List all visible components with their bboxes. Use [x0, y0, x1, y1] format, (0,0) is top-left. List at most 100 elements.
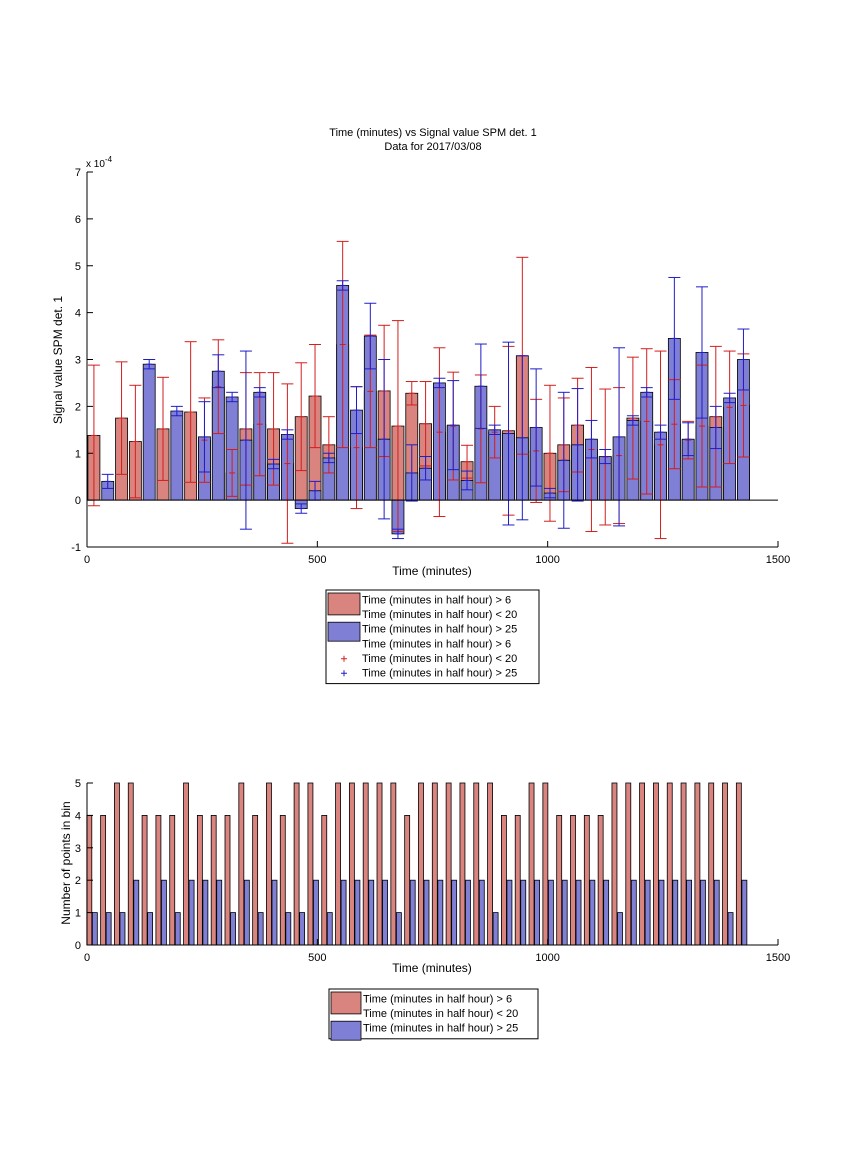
count-chart-bar-s2-10 — [230, 912, 236, 946]
count-chart-legend-label-1: Time (minutes in half hour) < 20 — [363, 1008, 518, 1020]
count-chart-bar-s2-8 — [202, 879, 209, 946]
count-chart-x-tick-label-0: 0 — [84, 952, 90, 964]
signal-chart-errorbar-s2-20 — [433, 377, 446, 389]
signal-chart-errorbar-s2-5 — [226, 391, 239, 403]
count-chart-bar-s2-27 — [465, 879, 471, 946]
count-chart-bar-s1-9 — [210, 815, 217, 946]
signal-chart-y-tick-label-6: 5 — [75, 261, 81, 273]
count-chart-bar-s2-28 — [478, 879, 485, 946]
signal-chart-subtitle: Data for 2017/03/08 — [384, 141, 481, 153]
count-chart-x-tick-label-3: 1500 — [766, 952, 790, 964]
count-chart-bar-s1-17 — [321, 815, 328, 946]
count-chart-bar-s2-12 — [257, 912, 264, 946]
count-chart-bar-s2-3 — [133, 879, 140, 946]
signal-chart-errorbar-s1-22 — [433, 347, 446, 518]
count-chart-bar-s1-27 — [459, 782, 466, 946]
count-chart-bar-s1-26 — [445, 782, 452, 946]
signal-chart-legend-swatch-2 — [327, 621, 361, 642]
count-chart-bar-s1-32 — [528, 782, 535, 946]
count-chart-bar-s2-6 — [174, 912, 181, 946]
count-chart-bar-s1-45 — [708, 782, 715, 946]
signal-chart-legend-label-3: Time (minutes in half hour) > 6 — [362, 638, 511, 650]
count-chart-legend-swatch-0 — [330, 991, 362, 1015]
count-chart-legend: Time (minutes in half hour) > 6 Time (min… — [328, 988, 539, 1041]
count-chart-bar-s1-30 — [501, 815, 507, 946]
count-chart-y-tick-label-2: 2 — [75, 875, 81, 887]
count-chart-bar-s1-46 — [722, 782, 728, 946]
count-chart-bar-s1-7 — [183, 782, 189, 946]
signal-chart-errorbar-s1-1 — [115, 361, 128, 475]
count-chart-bar-s2-22 — [395, 912, 402, 946]
count-chart-bar-s1-15 — [293, 782, 300, 946]
count-chart-bar-s1-41 — [653, 782, 659, 946]
count-chart-bar-s1-31 — [514, 815, 521, 946]
signal-chart-errorbar-s1-4 — [184, 341, 197, 483]
count-chart-bar-s1-6 — [169, 815, 176, 946]
count-chart-bar-s2-20 — [368, 879, 375, 946]
signal-chart-errorbar-s1-43 — [723, 350, 736, 465]
count-chart-bar-s1-2 — [114, 782, 120, 946]
signal-chart-errorbar-s1-38 — [654, 350, 667, 540]
signal-chart-y-tick-label-5: 4 — [75, 308, 81, 320]
count-chart-bar-s2-9 — [216, 879, 223, 946]
signal-chart-y-tick-label-7: 6 — [75, 214, 81, 226]
count-chart-x-tick-label-1: 500 — [308, 952, 326, 964]
count-chart-bar-s1-33 — [542, 782, 549, 946]
count-chart-bar-s1-5 — [155, 815, 162, 946]
count-chart-bar-s2-39 — [630, 879, 637, 946]
count-chart-bar-s2-31 — [520, 879, 527, 946]
signal-chart-y-tick-label-1: 0 — [75, 495, 81, 507]
count-chart-bar-s2-14 — [285, 912, 292, 946]
count-chart-legend-label-2: Time (minutes in half hour) > 25 — [363, 1023, 518, 1035]
count-chart-bar-s1-10 — [224, 815, 231, 946]
signal-chart-errorbar-s2-32 — [599, 449, 612, 465]
count-chart-bar-s2-0 — [91, 912, 98, 946]
count-chart-bar-s1-29 — [487, 782, 493, 946]
signal-chart-y-axis-label: Signal value SPM det. 1 — [51, 296, 65, 424]
signal-chart-errorbar-s1-0 — [87, 364, 100, 507]
signal-chart-errorbar-s2-10 — [295, 503, 308, 514]
signal-chart-y-tick-label-4: 3 — [75, 355, 81, 367]
signal-chart-x-tick-label-1: 500 — [308, 554, 326, 566]
signal-chart-errorbar-s2-16 — [378, 359, 391, 520]
count-chart-plot-area — [86, 782, 778, 946]
count-chart-bar-s1-3 — [127, 782, 134, 946]
count-chart-bar-s1-36 — [583, 815, 590, 946]
signal-chart-errorbar-s2-37 — [668, 276, 681, 400]
count-chart-bar-s2-18 — [340, 879, 347, 946]
signal-chart-y-tick-label-2: 1 — [75, 448, 81, 460]
count-chart-ticks: 0 500 1000 1500 0 1 2 3 4 5 — [75, 778, 790, 964]
signal-chart-errorbar-s2-41 — [723, 392, 736, 404]
count-chart-bar-s2-41 — [658, 879, 665, 946]
signal-chart-errorbar-s2-28 — [543, 487, 556, 499]
signal-chart-errorbar-s2-29 — [557, 391, 570, 529]
count-chart-legend-swatch-2 — [330, 1020, 362, 1041]
signal-chart-errorbar-s2-17 — [391, 528, 404, 540]
signal-chart-errorbar-s1-3 — [157, 376, 170, 481]
signal-chart-legend-marker-5 — [341, 670, 347, 677]
count-chart-bar-s1-8 — [196, 815, 203, 946]
signal-chart-errorbar-s2-21 — [447, 380, 460, 471]
signal-chart-title: Time (minutes) vs Signal value SPM det. … — [329, 127, 536, 139]
count-chart-bar-s2-23 — [409, 879, 416, 946]
count-chart-bar-s2-15 — [299, 912, 306, 946]
count-chart-bar-s1-1 — [100, 815, 107, 946]
signal-chart-legend: Time (minutes in half hour) > 6 Time (min… — [325, 589, 540, 685]
signal-chart-errorbar-s1-12 — [295, 362, 308, 472]
count-chart-x-axis-label: Time (minutes) — [392, 961, 472, 975]
signal-chart-errorbar-s2-25 — [502, 341, 515, 526]
signal-chart-legend-label-5: Time (minutes in half hour) > 25 — [362, 668, 517, 680]
signal-chart-errorbar-s2-27 — [530, 368, 543, 487]
count-chart-x-tick-label-2: 1000 — [535, 952, 559, 964]
count-chart-bar-s2-32 — [534, 879, 540, 946]
signal-chart-y-exponent-power: -4 — [105, 155, 113, 164]
signal-chart-errorbar-s2-39 — [695, 286, 708, 419]
count-chart-bar-s1-28 — [473, 782, 480, 946]
signal-chart-legend-swatch-0 — [327, 592, 361, 616]
signal-chart-legend-label-0: Time (minutes in half hour) > 6 — [362, 595, 511, 607]
count-chart-bar-s1-24 — [418, 782, 424, 946]
count-chart-bar-s2-40 — [644, 879, 651, 946]
count-chart-bar-s2-36 — [589, 879, 596, 946]
signal-chart-errorbar-s2-31 — [585, 419, 598, 459]
